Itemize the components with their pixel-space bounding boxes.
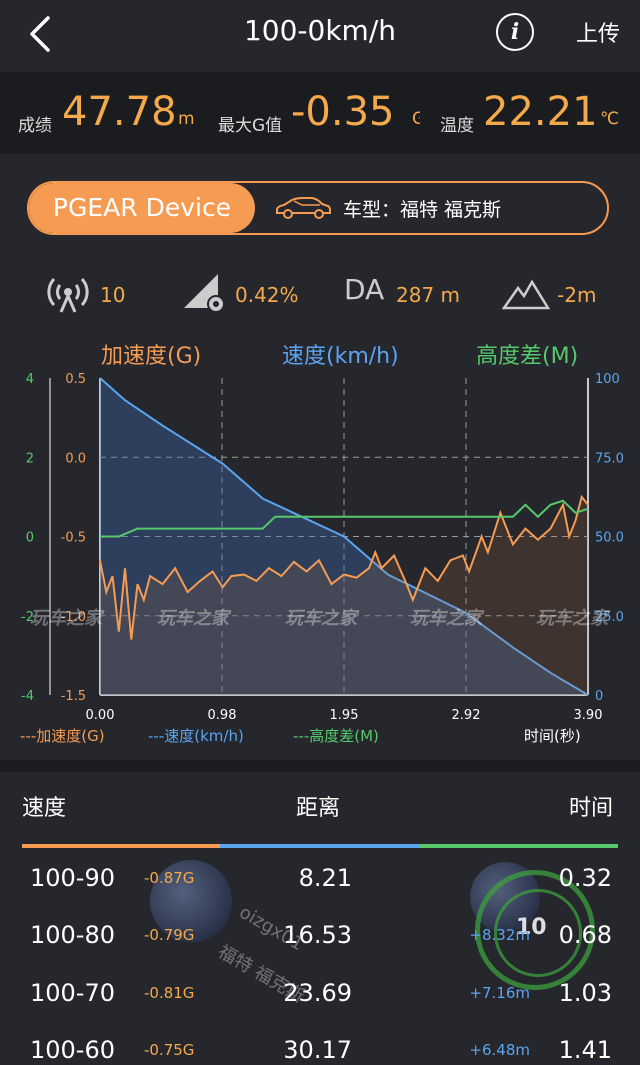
user-avatar [150, 860, 232, 942]
right-tick-label: 75.0 [595, 451, 624, 466]
altitude-diff: -2m [557, 283, 597, 307]
mountain-icon [502, 279, 550, 310]
outer-left-tick-label: 0 [26, 531, 34, 546]
watermark-text: 玩车之家 [157, 608, 229, 629]
da-label: DA [344, 273, 385, 306]
x-tick-label: 3.90 [574, 708, 603, 720]
row-g: -0.79G [144, 926, 195, 944]
max-g-unit: G [412, 109, 420, 129]
da-value: 287 m [396, 283, 461, 307]
result-stats: 成绩 47.78 m 最大G值 -0.35 G 温度 22.21 ℃ [0, 72, 640, 154]
inner-left-tick-label: 0.5 [65, 372, 86, 387]
result-label: 成绩 [18, 116, 52, 136]
satellite-count: 10 [100, 283, 126, 307]
col-time: 时间 [569, 796, 614, 821]
section-divider [0, 760, 640, 772]
page-title: 100-0km/h [243, 14, 397, 47]
x-tick-label: 0.00 [86, 708, 115, 720]
car-icon [276, 197, 331, 219]
x-tick-label: 2.92 [452, 708, 481, 720]
watermark-text: 玩车之家 [30, 608, 102, 629]
row-distance: 16.53 [283, 921, 352, 949]
temperature-unit: ℃ [600, 109, 620, 129]
row-speed: 100-90 [30, 864, 116, 892]
result-value: 47.78 [62, 89, 177, 135]
car-model: 车型：福特 福克斯 [343, 199, 502, 221]
run-chart: 0.00 0.98 1.95 2.92 3.90 4 2 0 -2 -4 0.5 0.0 -0.5 -1.… [21, 372, 624, 720]
device-name: PGEAR Device [29, 183, 255, 233]
legend-height: 高度差(M) [476, 344, 579, 369]
satellite-signal-icon [47, 277, 89, 313]
temperature-label: 温度 [440, 116, 474, 136]
watermark-text: 玩车之家 [410, 608, 482, 629]
top-bar: 100-0km/h i 上传 [0, 0, 640, 72]
row-speed: 100-70 [30, 979, 116, 1007]
inner-left-tick-label: -1.0 [61, 610, 86, 625]
legend-bottom-height: ---高度差(M) [293, 727, 379, 745]
device-pill[interactable]: PGEAR Device 车型：福特 福克斯 [27, 181, 609, 235]
perfect-stamp: 10 [475, 870, 595, 990]
row-delta: +6.48m [469, 1041, 530, 1059]
distance-color-bar [220, 844, 420, 848]
outer-left-tick-label: 2 [26, 451, 34, 466]
row-speed: 100-60 [30, 1036, 116, 1064]
row-delta: +7.16m [469, 984, 530, 1002]
max-g-label: 最大G值 [218, 116, 283, 136]
legend-accel: 加速度(G) [101, 344, 202, 369]
inner-left-tick-label: 0.0 [65, 451, 86, 466]
inner-left-tick-label: -1.5 [61, 689, 86, 704]
watermark-text: 玩车之家 [536, 608, 608, 629]
back-chevron-icon[interactable] [22, 14, 62, 54]
right-tick-label: 100 [595, 372, 620, 387]
speed-color-bar [22, 844, 220, 848]
slope-gear-icon [184, 274, 225, 313]
row-distance: 23.69 [283, 979, 352, 1007]
time-axis-label: 时间(秒) [524, 727, 581, 745]
temperature-value: 22.21 [483, 89, 598, 135]
series-line [99, 377, 589, 696]
series-line [100, 499, 589, 538]
row-g: -0.87G [144, 869, 195, 887]
accel-area-fill [100, 496, 588, 695]
row-delta: +8.32m [469, 926, 530, 944]
row-time: 1.03 [558, 979, 612, 1007]
right-tick-label: 25.0 [595, 610, 624, 625]
row-time: 0.68 [558, 921, 612, 949]
outer-left-tick-label: -2 [21, 610, 34, 625]
row-time: 1.41 [558, 1036, 612, 1064]
watermark-text: 玩车之家 [285, 608, 357, 629]
x-tick-label: 0.98 [208, 708, 237, 720]
legend-bottom-speed: ---速度(km/h) [148, 727, 244, 745]
result-unit: m [178, 109, 195, 129]
stamp-number: 10 [516, 915, 547, 940]
series-line [99, 494, 589, 640]
legend-bottom-accel: ---加速度(G) [20, 727, 105, 745]
col-distance: 距离 [296, 796, 341, 821]
info-icon[interactable]: i [496, 13, 534, 51]
inner-left-tick-label: -0.5 [61, 531, 86, 546]
col-speed: 速度 [22, 796, 67, 821]
slope-value: 0.42% [235, 283, 299, 307]
row-g: -0.75G [144, 1041, 195, 1059]
row-g: -0.81G [144, 984, 195, 1002]
time-color-bar [420, 844, 618, 848]
row-time: 0.32 [558, 864, 612, 892]
upload-button[interactable]: 上传 [575, 22, 620, 47]
stamp-inner-ring [494, 889, 582, 977]
legend-speed: 速度(km/h) [282, 344, 399, 369]
row-speed: 100-80 [30, 921, 116, 949]
row-distance: 30.17 [283, 1036, 352, 1064]
x-tick-label: 1.95 [330, 708, 359, 720]
max-g-value: -0.35 [291, 89, 395, 135]
row-distance: 8.21 [298, 864, 352, 892]
right-tick-label: 0 [595, 689, 603, 704]
outer-left-tick-label: 4 [26, 372, 34, 387]
outer-left-tick-label: -4 [21, 689, 34, 704]
right-tick-label: 50.0 [595, 531, 624, 546]
